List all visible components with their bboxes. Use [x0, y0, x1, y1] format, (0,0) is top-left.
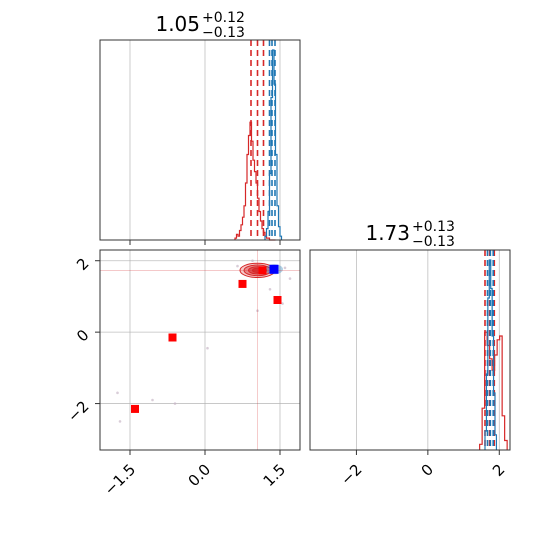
- x-tick-label: 2: [489, 460, 508, 479]
- scatter-panel-joint: −1.5 0.0 1.5 −2 0 2: [64, 249, 301, 499]
- x-tick-label: −2: [337, 460, 365, 488]
- title-top-left: 1.05 +0.12 −0.13: [155, 10, 244, 41]
- title-bottom-right: 1.73 +0.13 −0.13: [365, 219, 454, 250]
- faint-sample-point: [151, 398, 154, 402]
- faint-sample-point: [281, 302, 284, 305]
- faint-sample-point: [268, 287, 272, 291]
- x-tick-label: 0.0: [185, 460, 215, 490]
- x-tick-label: 1.5: [260, 460, 290, 490]
- panel-frame: [99, 39, 301, 241]
- y-tick-label: −2: [64, 397, 92, 425]
- title-bottom-right-value: 1.73: [365, 221, 410, 245]
- title-top-left-minus: −0.13: [202, 25, 245, 41]
- histogram-panel-param2: −2 0 2: [309, 249, 511, 489]
- faint-sample-point: [283, 266, 287, 270]
- faint-sample-point: [288, 277, 292, 280]
- faint-sample-point: [173, 402, 177, 405]
- title-bottom-right-plus: +0.13: [412, 219, 455, 235]
- faint-sample-point: [118, 420, 122, 423]
- red-square-marker: [258, 266, 267, 275]
- y-tick-label: 2: [73, 255, 92, 274]
- red-square-marker: [238, 279, 247, 288]
- faint-sample-point: [251, 259, 254, 263]
- y-tick-label: 0: [73, 326, 92, 345]
- red-square-marker: [131, 404, 139, 413]
- panel-frame: [309, 249, 511, 451]
- red-square-marker: [273, 296, 282, 304]
- panel-frame: [99, 249, 301, 451]
- x-tick-label: −1.5: [101, 460, 139, 498]
- blue-square-marker: [269, 264, 279, 274]
- title-top-left-value: 1.05: [155, 12, 200, 36]
- histogram-step-blue: [264, 49, 283, 240]
- faint-sample-point: [116, 391, 119, 395]
- faint-sample-point: [256, 309, 259, 313]
- title-top-left-plus: +0.12: [202, 10, 245, 26]
- faint-sample-point: [206, 346, 209, 350]
- histogram-panel-param1: [99, 39, 301, 245]
- red-square-marker: [168, 333, 177, 342]
- faint-sample-point: [236, 264, 239, 268]
- x-tick-label: 0: [418, 460, 437, 479]
- title-bottom-right-minus: −0.13: [412, 234, 455, 250]
